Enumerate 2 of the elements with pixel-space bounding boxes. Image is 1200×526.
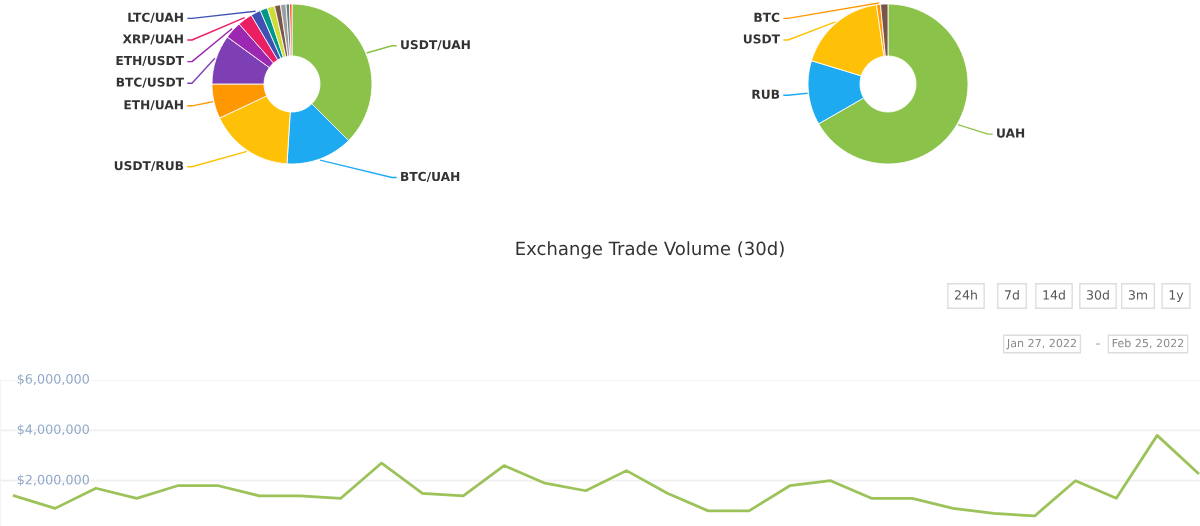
line-series [12,433,1200,518]
chart-title: Exchange Trade Volume (30d) [516,241,784,259]
